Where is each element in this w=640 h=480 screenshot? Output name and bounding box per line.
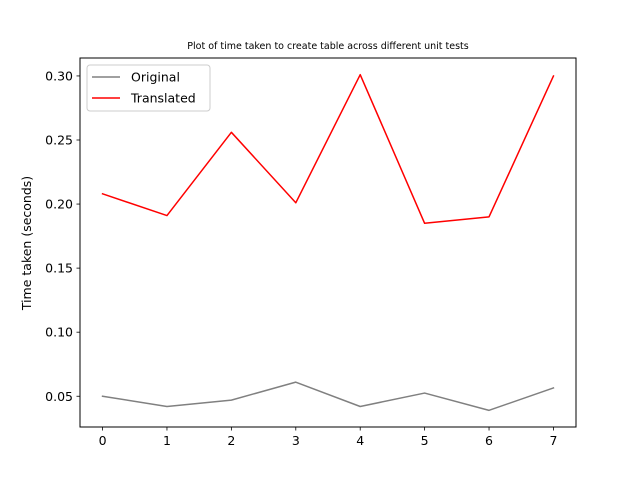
x-tick-label: 2 <box>227 433 235 448</box>
x-tick-label: 0 <box>99 433 107 448</box>
legend: Original Translated <box>86 64 211 112</box>
series-line-translated <box>101 73 555 225</box>
chart-title: Plot of time taken to create table acros… <box>187 41 469 52</box>
x-tick-label: 3 <box>292 433 300 448</box>
x-tick-label: 5 <box>421 433 429 448</box>
x-tick-label: 1 <box>163 433 171 448</box>
y-tick-label: 0.05 <box>45 389 73 404</box>
y-axis-label: Time taken (seconds) <box>19 176 34 311</box>
x-tick-label: 4 <box>356 433 364 448</box>
y-tick-label: 0.15 <box>45 261 73 276</box>
y-tick-label: 0.25 <box>45 133 73 148</box>
plot-frame <box>79 57 577 428</box>
y-tick-label: 0.30 <box>45 68 73 83</box>
x-tick-label: 7 <box>549 433 557 448</box>
x-tick-label: 6 <box>485 433 493 448</box>
legend-label-translated: Translated <box>130 91 196 106</box>
y-tick-label: 0.10 <box>45 325 73 340</box>
legend-label-original: Original <box>131 70 180 85</box>
y-tick-label: 0.20 <box>45 197 73 212</box>
series-line-original <box>101 381 555 412</box>
